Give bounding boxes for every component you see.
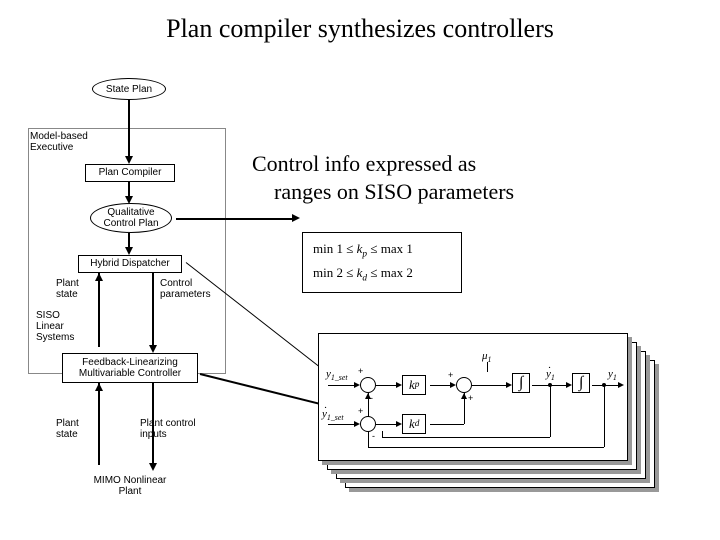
arrow-hybrid-down-left — [98, 273, 100, 347]
siso-label: SISOLinearSystems — [36, 310, 74, 343]
sig-y1dotset: ·y1_set — [322, 408, 344, 422]
subtitle-line2: ranges on SISO parameters — [252, 178, 514, 206]
sum2-plus-left: + — [448, 370, 453, 380]
line-kp-sum2 — [430, 385, 452, 386]
sum1-plus: + — [358, 366, 363, 376]
mu1-bar — [487, 362, 488, 372]
qcp-node: QualitativeControl Plan — [90, 203, 172, 233]
state-plan-node: State Plan — [92, 78, 166, 100]
arrow-qcp-to-eq — [176, 218, 294, 220]
gain-kp: kp — [402, 375, 426, 395]
arrow-fb-down-right-head — [149, 463, 157, 471]
line-int2-out — [592, 385, 620, 386]
line-sum3-kd — [376, 424, 398, 425]
arrow-qcp-to-eq-head — [292, 214, 300, 222]
sig-y1: y1 — [608, 368, 617, 382]
arrow-state-to-compiler-head — [125, 156, 133, 164]
fb-y1-left — [368, 447, 604, 448]
sum3-plus: + — [358, 406, 363, 416]
plant-control-inputs-label: Plant controlinputs — [140, 418, 196, 440]
plant-state-label: Plantstate — [56, 278, 79, 300]
arrow-state-to-compiler — [128, 100, 130, 158]
sum1 — [360, 377, 376, 393]
feedback-controller-node: Feedback-LinearizingMultivariable Contro… — [62, 353, 198, 383]
node-ydot — [548, 383, 552, 387]
arrowhead-kd-sum2 — [461, 393, 467, 399]
sum2 — [456, 377, 472, 393]
sig-y1set: y1_set — [326, 368, 348, 382]
sum3-minus: - — [372, 431, 375, 441]
line-sum2-int1 — [472, 385, 508, 386]
fb-ydot-down — [550, 385, 551, 437]
fb-y1-down — [604, 385, 605, 447]
gain-kd: kd — [402, 414, 426, 434]
eq-kd: min 2 ≤ kd ≤ max 2 — [313, 263, 451, 287]
subtitle-line1: Control info expressed as — [252, 150, 514, 178]
fb-ydot-up — [382, 431, 383, 437]
plan-compiler-node: Plan Compiler — [85, 164, 175, 182]
fb-y1-arrow — [365, 393, 371, 399]
integrator-2: ∫ — [572, 373, 590, 393]
line-y1dotset — [328, 424, 356, 425]
node-y1 — [602, 383, 606, 387]
arrow-hybrid-down-right-head — [149, 345, 157, 353]
plant-state2-label: Plantstate — [56, 418, 79, 440]
mimo-plant-node: MIMO NonlinearPlant — [80, 471, 180, 501]
line-y1set — [328, 385, 356, 386]
line-kd-right — [430, 424, 464, 425]
line-sum1-kp — [376, 385, 398, 386]
control-params-label: Controlparameters — [160, 278, 211, 300]
arrow-hybrid-up-left-head — [95, 273, 103, 281]
arrow-qcp-to-hybrid-head — [125, 247, 133, 255]
arrow-fb-down-left — [98, 383, 100, 465]
sum3 — [360, 416, 376, 432]
arrow-fb-down-right — [152, 383, 154, 465]
subtitle: Control info expressed as ranges on SISO… — [252, 150, 514, 205]
arrow-hybrid-down-right — [152, 273, 154, 347]
integrator-1: ∫ — [512, 373, 530, 393]
arrow-fb-up-left-head — [95, 383, 103, 391]
eq-kp: min 1 ≤ kp ≤ max 1 — [313, 239, 451, 263]
sum2-plus-bottom: + — [468, 393, 473, 403]
executive-label: Model-basedExecutive — [30, 131, 88, 153]
equations-box: min 1 ≤ kp ≤ max 1 min 2 ≤ kd ≤ max 2 — [302, 232, 462, 293]
hybrid-dispatcher-node: Hybrid Dispatcher — [78, 255, 182, 273]
page-title: Plan compiler synthesizes controllers — [0, 14, 720, 44]
sig-y1dot: ·y1 — [546, 368, 555, 382]
fb-ydot-left — [382, 437, 550, 438]
arrow-controller-to-loop — [200, 373, 327, 406]
arrowhead-out — [618, 382, 624, 388]
